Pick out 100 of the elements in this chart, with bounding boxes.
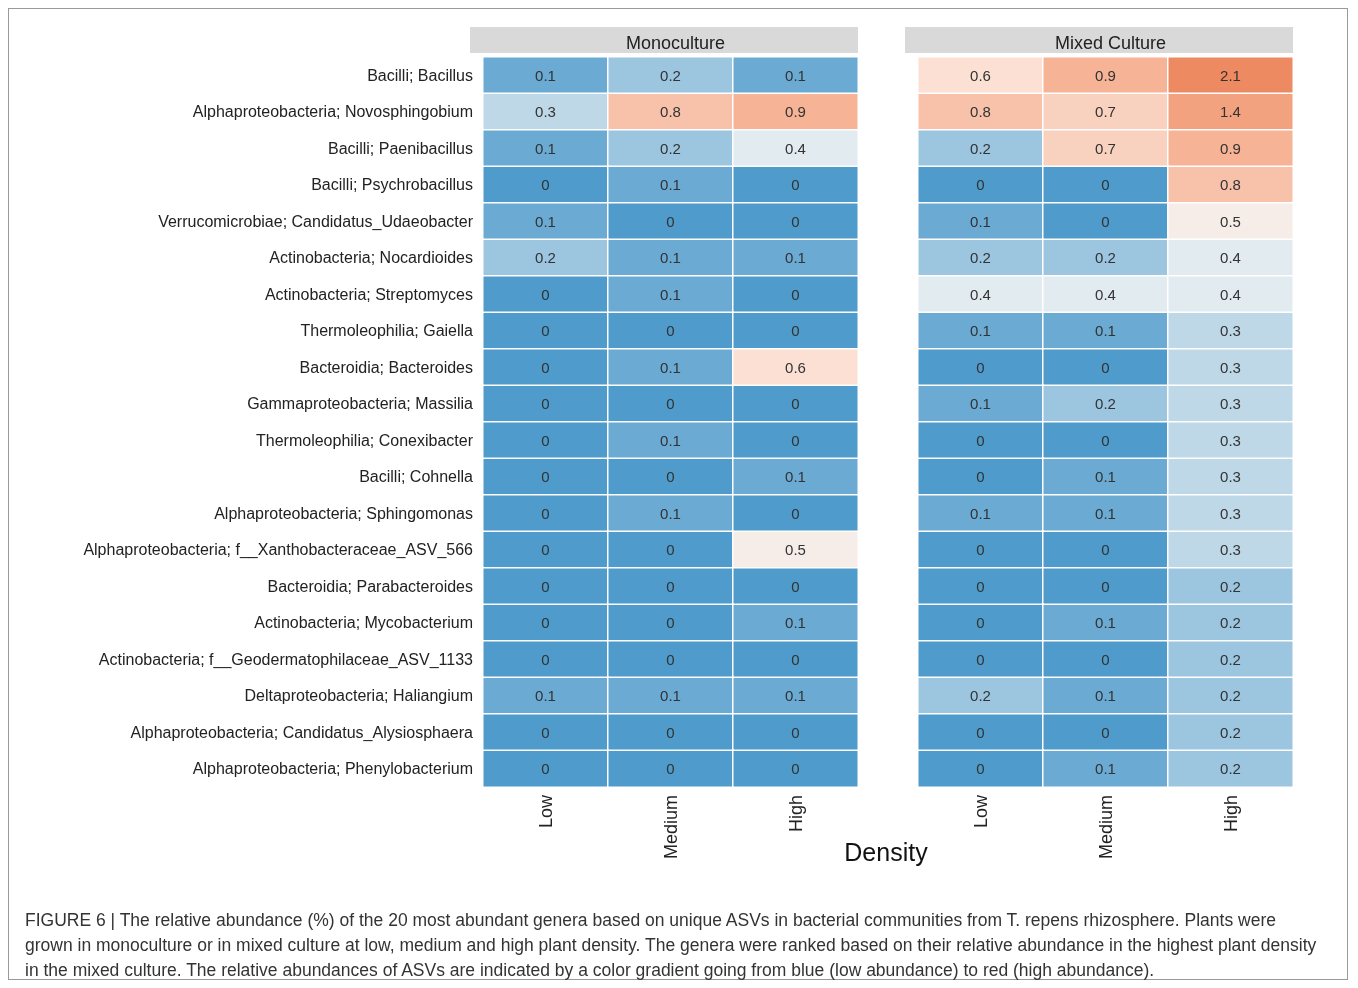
data-label: 0	[791, 760, 800, 778]
data-label: 0.6	[785, 358, 806, 376]
data-label: 0	[666, 468, 675, 486]
data-label: 0.1	[535, 687, 556, 705]
y-tick-label: Thermoleophilia; Conexibacter	[256, 431, 474, 449]
data-label: 0	[666, 723, 675, 741]
data-label: 0.3	[1220, 322, 1241, 340]
data-label: 0.3	[1220, 504, 1241, 522]
data-label: 0.1	[785, 249, 806, 267]
data-label: 0.1	[1095, 504, 1116, 522]
data-label: 0.1	[660, 249, 681, 267]
data-label: 0	[666, 395, 675, 413]
x-axis-title: Density	[843, 838, 929, 867]
data-label: 0.2	[1095, 395, 1116, 413]
data-label: 0.1	[785, 66, 806, 84]
data-label: 0.3	[1220, 395, 1241, 413]
data-label: 0.1	[660, 504, 681, 522]
data-label: 0	[791, 723, 800, 741]
data-label: 0.1	[660, 285, 681, 303]
data-label: 0	[976, 614, 985, 632]
data-label: 0	[976, 468, 985, 486]
data-label: 0	[976, 431, 985, 449]
data-label: 0	[541, 176, 550, 194]
data-label: 0	[791, 504, 800, 522]
data-label: 0	[1101, 650, 1110, 668]
x-tick-label: Low	[970, 794, 991, 829]
data-label: 0.5	[1220, 212, 1241, 230]
data-label: 0.4	[785, 139, 806, 157]
data-label: 0.1	[535, 66, 556, 84]
data-label: 0.2	[1220, 760, 1241, 778]
data-label: 0.3	[1220, 431, 1241, 449]
data-label: 0.1	[970, 322, 991, 340]
data-label: 0.2	[660, 66, 681, 84]
data-label: 0	[1101, 176, 1110, 194]
data-label: 0	[541, 358, 550, 376]
data-label: 0	[1101, 431, 1110, 449]
data-label: 0.4	[970, 285, 991, 303]
x-tick-label: High	[785, 795, 806, 833]
x-tick-label: Medium	[1095, 795, 1116, 860]
y-tick-label: Actinobacteria; f__Geodermatophilaceae_ASV_1133	[98, 650, 474, 669]
data-label: 0.2	[970, 249, 991, 267]
y-tick-label: Alphaproteobacteria; Phenylobacterium	[192, 760, 473, 778]
data-label: 0	[791, 176, 800, 194]
data-label: 0.7	[1095, 103, 1116, 121]
data-label: 0.4	[1220, 285, 1241, 303]
data-label: 0.8	[660, 103, 681, 121]
data-label: 0	[976, 723, 985, 741]
data-label: 0	[666, 614, 675, 632]
data-label: 2.1	[1220, 66, 1241, 84]
data-label: 0	[541, 504, 550, 522]
y-tick-label: Gammaproteobacteria; Massilia	[247, 395, 474, 413]
data-label: 0.1	[1095, 760, 1116, 778]
data-label: 0.3	[1220, 541, 1241, 559]
data-label: 0	[541, 723, 550, 741]
data-label: 0	[976, 760, 985, 778]
x-tick-label: Medium	[660, 795, 681, 860]
data-label: 0	[541, 322, 550, 340]
data-label: 0.7	[1095, 139, 1116, 157]
data-label: 0	[666, 650, 675, 668]
y-tick-label: Deltaproteobacteria; Haliangium	[244, 687, 473, 705]
data-label: 0.1	[970, 504, 991, 522]
y-tick-label: Bacilli; Paenibacillus	[328, 139, 473, 157]
data-label: 0	[541, 285, 550, 303]
data-label: 0.1	[535, 139, 556, 157]
data-label: 0.2	[660, 139, 681, 157]
data-label: 0	[976, 541, 985, 559]
x-tick-label: High	[1220, 795, 1241, 833]
data-label: 0.2	[1095, 249, 1116, 267]
data-label: 0.2	[1220, 577, 1241, 595]
y-tick-label: Alphaproteobacteria; Novosphingobium	[192, 103, 473, 121]
data-label: 0.1	[1095, 614, 1116, 632]
data-label: 0.2	[970, 687, 991, 705]
data-label: 0.1	[785, 614, 806, 632]
data-label: 0	[791, 285, 800, 303]
data-label: 0	[541, 431, 550, 449]
data-label: 0	[791, 212, 800, 230]
data-label: 0	[541, 577, 550, 595]
data-label: 0	[666, 541, 675, 559]
data-label: 0	[541, 468, 550, 486]
y-tick-label: Bacteroidia; Bacteroides	[299, 358, 473, 376]
data-label: 0	[666, 760, 675, 778]
data-label: 0.2	[535, 249, 556, 267]
data-label: 0	[976, 577, 985, 595]
y-tick-label: Bacilli; Cohnella	[359, 468, 474, 486]
y-tick-label: Actinobacteria; Streptomyces	[264, 285, 473, 303]
data-label: 0	[1101, 541, 1110, 559]
data-label: 0	[541, 650, 550, 668]
data-label: 0.1	[1095, 322, 1116, 340]
data-label: 0.1	[660, 176, 681, 194]
y-tick-label: Actinobacteria; Mycobacterium	[254, 614, 473, 632]
data-label: 0	[1101, 358, 1110, 376]
data-label: 0	[541, 760, 550, 778]
y-tick-label: Actinobacteria; Nocardioides	[269, 249, 473, 267]
data-label: 0	[541, 541, 550, 559]
data-label: 0.9	[1095, 66, 1116, 84]
caption: FIGURE 6 | The relative abundance (%) of the 20 most abundant genera based on unique ASVs in bacterial communities from T. repens rhizosphere. Plants were grown in monoculture or in mixed culture at low, medium and high plant density. The genera were ranked based on their relative abundance in the highest plant density in the mixed culture. The relative abundances of ASVs are indicated by a color gradient going from blue (low abundance) to red (high abundance).	[25, 909, 1318, 982]
data-label: 0	[976, 176, 985, 194]
x-tick-label: Low	[535, 794, 556, 829]
y-tick-label: Bacilli; Bacillus	[367, 66, 473, 84]
data-label: 0.2	[1220, 687, 1241, 705]
